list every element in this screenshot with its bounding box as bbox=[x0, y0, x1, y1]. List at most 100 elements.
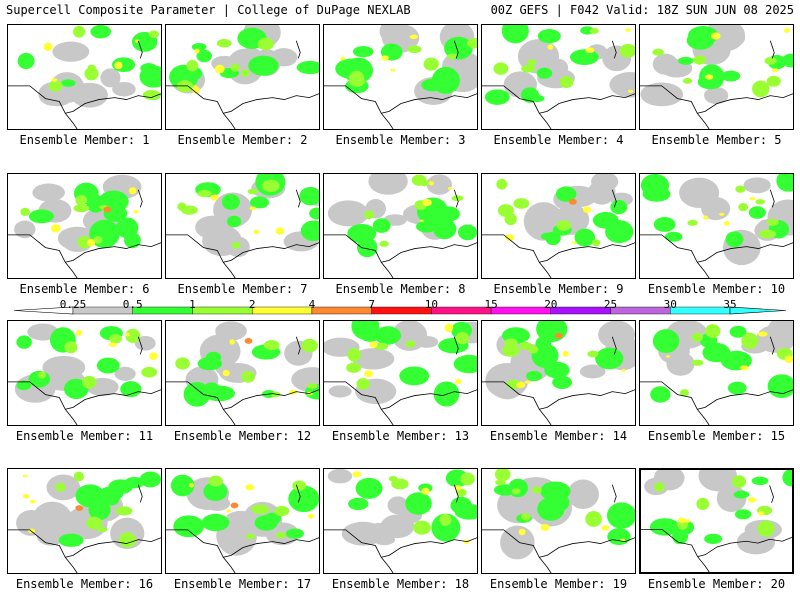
legend-tick: 2 bbox=[248, 298, 256, 311]
field-contour bbox=[705, 324, 721, 339]
member-label: Ensemble Member: 11 bbox=[15, 429, 154, 443]
ensemble-panel[interactable] bbox=[481, 320, 636, 426]
field-contour bbox=[405, 340, 416, 348]
field-contour bbox=[28, 209, 54, 224]
scp-field-map bbox=[324, 25, 477, 129]
member-label: Ensemble Member: 8 bbox=[335, 282, 466, 296]
ensemble-panel[interactable] bbox=[165, 24, 320, 130]
field-contour bbox=[48, 80, 63, 92]
field-contour bbox=[504, 212, 517, 226]
field-contour bbox=[518, 528, 526, 536]
field-contour bbox=[73, 25, 86, 38]
member-label: Ensemble Member: 7 bbox=[177, 282, 308, 296]
ensemble-panel[interactable] bbox=[7, 320, 162, 426]
ensemble-panel[interactable] bbox=[323, 24, 478, 130]
field-contour bbox=[607, 528, 631, 546]
ensemble-panel[interactable] bbox=[7, 24, 162, 130]
field-contour bbox=[141, 366, 158, 378]
field-contour bbox=[249, 206, 257, 211]
field-contour bbox=[296, 60, 319, 75]
field-contour bbox=[783, 27, 791, 33]
field-contour bbox=[735, 185, 746, 193]
ensemble-panel[interactable] bbox=[639, 24, 794, 130]
field-contour bbox=[340, 56, 346, 61]
ensemble-panel[interactable] bbox=[165, 320, 320, 426]
field-contour bbox=[664, 471, 685, 484]
field-contour bbox=[756, 324, 793, 353]
legend-swatch bbox=[670, 306, 731, 315]
ensemble-panel[interactable] bbox=[481, 173, 636, 279]
field-contour bbox=[526, 370, 543, 382]
field-contour bbox=[16, 380, 32, 391]
field-contour bbox=[591, 239, 601, 247]
ensemble-panel[interactable] bbox=[165, 173, 320, 279]
ensemble-panel[interactable] bbox=[323, 320, 478, 426]
legend-tick: 10 bbox=[424, 298, 438, 311]
ensemble-panel[interactable] bbox=[639, 320, 794, 426]
field-contour bbox=[380, 514, 415, 539]
legend-tick: 7 bbox=[368, 298, 375, 311]
field-contour bbox=[678, 56, 694, 65]
field-contour bbox=[484, 89, 510, 105]
field-contour bbox=[758, 510, 765, 516]
field-contour bbox=[285, 528, 304, 539]
ensemble-panel[interactable] bbox=[7, 468, 162, 574]
ensemble-panel[interactable] bbox=[323, 468, 478, 574]
member-label: Ensemble Member: 14 bbox=[489, 429, 628, 443]
ensemble-panel[interactable] bbox=[7, 173, 162, 279]
field-contour bbox=[84, 67, 99, 81]
field-contour bbox=[693, 55, 707, 65]
ensemble-panel[interactable] bbox=[481, 24, 636, 130]
field-contour bbox=[288, 485, 319, 513]
field-contour bbox=[627, 89, 634, 93]
field-contour bbox=[216, 38, 232, 48]
ensemble-panel[interactable] bbox=[165, 468, 320, 574]
field-contour bbox=[263, 339, 280, 351]
scp-field-map bbox=[324, 321, 477, 425]
field-contour bbox=[307, 383, 318, 390]
field-contour bbox=[559, 75, 574, 89]
legend-arrow-right bbox=[729, 306, 787, 315]
field-contour bbox=[677, 517, 687, 523]
coastline bbox=[482, 484, 635, 573]
field-contour bbox=[108, 479, 133, 495]
field-contour bbox=[109, 334, 122, 344]
field-contour bbox=[552, 375, 573, 390]
field-contour bbox=[203, 385, 235, 402]
field-contour bbox=[225, 510, 257, 527]
field-contour bbox=[759, 229, 777, 239]
ensemble-panel[interactable] bbox=[639, 468, 794, 574]
scp-field-map bbox=[8, 174, 161, 278]
field-contour bbox=[215, 64, 225, 74]
legend-tick: 15 bbox=[484, 298, 498, 311]
field-contour bbox=[725, 231, 744, 248]
field-contour bbox=[716, 484, 747, 513]
field-contour bbox=[355, 477, 383, 499]
field-contour bbox=[485, 362, 529, 399]
scp-field-map bbox=[324, 174, 477, 278]
field-max bbox=[568, 198, 577, 205]
ensemble-panel[interactable] bbox=[639, 173, 794, 279]
field-contour bbox=[757, 520, 775, 537]
coastline bbox=[482, 189, 635, 278]
coastline bbox=[8, 336, 161, 425]
legend-tick: 30 bbox=[663, 298, 677, 311]
field-contour bbox=[93, 236, 103, 244]
legend-swatch bbox=[490, 306, 552, 315]
field-contour bbox=[454, 484, 462, 491]
coastline bbox=[640, 189, 793, 278]
field-contour bbox=[444, 323, 454, 332]
field-contour bbox=[625, 28, 631, 32]
ensemble-panel[interactable] bbox=[481, 468, 636, 574]
field-contour bbox=[640, 174, 670, 197]
coastline bbox=[482, 40, 635, 129]
field-contour bbox=[203, 481, 228, 501]
scp-field-map bbox=[166, 25, 319, 129]
field-contour bbox=[31, 501, 74, 543]
field-contour bbox=[751, 476, 769, 486]
field-contour bbox=[86, 516, 103, 530]
field-contour bbox=[764, 57, 777, 65]
field-contour bbox=[752, 80, 770, 98]
field-contour bbox=[301, 338, 318, 353]
ensemble-panel[interactable] bbox=[323, 173, 478, 279]
